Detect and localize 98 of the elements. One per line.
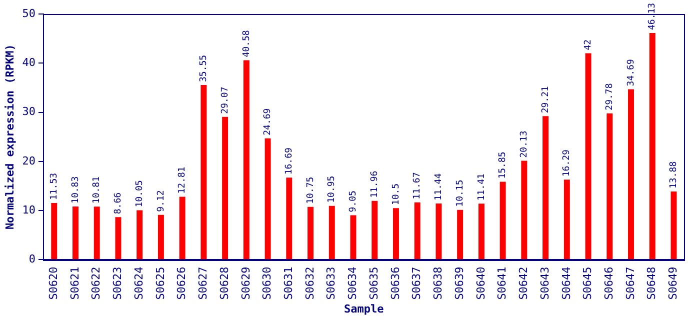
y-tick-label: 50 xyxy=(22,6,36,20)
bar xyxy=(200,85,207,260)
x-tick-label: S0644 xyxy=(560,266,573,300)
data-label: 16.69 xyxy=(284,148,294,175)
data-label: 11.41 xyxy=(476,174,487,201)
data-label: 10.15 xyxy=(455,180,466,207)
x-tick-label: S0635 xyxy=(367,266,380,300)
data-label: 29.07 xyxy=(220,86,230,114)
bar xyxy=(136,210,143,260)
bar xyxy=(72,206,78,260)
bar xyxy=(606,113,613,260)
bar xyxy=(350,215,356,260)
x-tick-label: S0622 xyxy=(90,266,103,300)
data-label: 10.83 xyxy=(70,176,81,204)
bar xyxy=(222,116,228,260)
bar xyxy=(500,182,506,260)
bar xyxy=(308,206,314,260)
bar xyxy=(628,89,634,260)
data-label: 46.13 xyxy=(648,2,658,30)
x-tick-label: S0623 xyxy=(111,266,124,300)
x-tick-label: S0649 xyxy=(666,266,680,300)
bar xyxy=(564,180,570,260)
x-tick-label: S0643 xyxy=(538,266,552,300)
data-label: 9.12 xyxy=(156,190,166,212)
x-tick-label: S0632 xyxy=(303,266,316,300)
data-label: 40.58 xyxy=(242,30,252,58)
bar xyxy=(94,206,100,260)
data-label: 10.81 xyxy=(92,176,102,204)
bar xyxy=(243,60,250,260)
data-label: 10.5 xyxy=(391,183,402,206)
x-tick-label: S0627 xyxy=(196,266,210,300)
data-label: 12.81 xyxy=(178,166,188,194)
data-label: 10.95 xyxy=(327,176,338,203)
bar xyxy=(670,191,677,260)
x-tick-label: S0629 xyxy=(239,266,252,300)
bar xyxy=(51,203,58,260)
data-label: 29.78 xyxy=(604,83,615,110)
x-tick-label: S0645 xyxy=(581,266,594,300)
x-tick-label: S0630 xyxy=(260,266,274,300)
bar xyxy=(436,203,442,260)
x-tick-label: S0646 xyxy=(602,266,616,300)
data-label: 13.88 xyxy=(669,161,680,188)
x-tick-label: S0640 xyxy=(474,266,488,300)
bar xyxy=(392,208,399,260)
x-tick-label: S0641 xyxy=(496,266,509,300)
y-tick-label: 40 xyxy=(22,56,36,69)
data-label: 29.21 xyxy=(540,86,551,114)
bar xyxy=(521,160,528,260)
x-tick-label: S0620 xyxy=(46,266,60,300)
data-label: 16.29 xyxy=(562,150,572,177)
data-label: 11.53 xyxy=(49,172,60,200)
data-label: 35.55 xyxy=(199,54,210,82)
data-label: 34.69 xyxy=(626,59,636,86)
data-label: 15.85 xyxy=(498,152,508,179)
data-label: 11.67 xyxy=(412,172,423,200)
y-tick-label: 30 xyxy=(22,105,36,118)
data-label: 11.96 xyxy=(370,170,380,198)
x-tick-label: S0631 xyxy=(282,266,296,300)
bar xyxy=(542,116,549,260)
bar xyxy=(478,204,484,260)
x-tick-label: S0624 xyxy=(132,266,146,300)
bar xyxy=(286,178,292,260)
x-tick-label: S0633 xyxy=(324,266,338,300)
x-tick-label: S0638 xyxy=(432,266,445,300)
bar xyxy=(115,217,122,260)
bar xyxy=(585,53,592,260)
bar xyxy=(414,202,420,260)
x-tick-label: S0647 xyxy=(624,266,637,300)
x-tick-label: S0625 xyxy=(154,266,167,300)
bar xyxy=(649,33,656,260)
data-label: 10.05 xyxy=(134,180,145,208)
bar xyxy=(372,200,378,260)
x-tick-label: S0626 xyxy=(175,266,188,300)
x-tick-label: S0639 xyxy=(452,266,466,300)
bar xyxy=(179,196,186,260)
x-tick-label: S0628 xyxy=(218,266,231,300)
y-tick-label: 20 xyxy=(22,154,36,168)
data-label: 24.69 xyxy=(263,108,274,136)
x-tick-label: S0637 xyxy=(410,266,424,300)
bar xyxy=(264,138,271,260)
x-tick-label: S0621 xyxy=(68,266,82,300)
data-label: 20.13 xyxy=(520,130,530,158)
y-tick-label: 0 xyxy=(28,252,36,266)
data-label: 11.44 xyxy=(434,173,444,200)
x-tick-label: S0636 xyxy=(388,266,402,300)
x-tick-label: S0642 xyxy=(517,266,530,300)
data-label: 10.75 xyxy=(306,176,316,204)
data-label: 8.66 xyxy=(114,192,124,214)
data-label: 42 xyxy=(584,39,594,50)
x-tick-label: S0634 xyxy=(346,266,360,300)
bar xyxy=(328,206,335,260)
bar xyxy=(457,210,464,260)
y-axis-title: Normalized expression (RPKM) xyxy=(3,44,16,230)
x-tick-label: S0648 xyxy=(645,266,658,300)
data-label: 9.05 xyxy=(348,190,359,212)
x-axis-title: Sample xyxy=(344,302,384,316)
y-tick-label: 10 xyxy=(22,203,36,216)
bar xyxy=(158,214,164,260)
